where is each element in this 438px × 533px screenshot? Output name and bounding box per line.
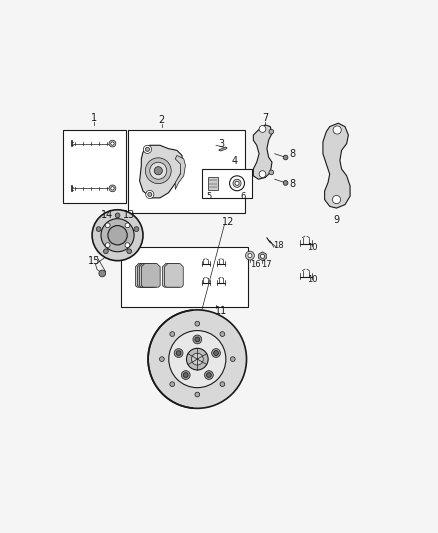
Circle shape: [205, 370, 213, 379]
Text: 6: 6: [240, 192, 246, 201]
Polygon shape: [141, 263, 160, 287]
Circle shape: [332, 196, 341, 204]
Circle shape: [220, 382, 225, 386]
Circle shape: [214, 351, 219, 356]
Circle shape: [170, 382, 175, 386]
Text: 5: 5: [207, 192, 212, 201]
Circle shape: [259, 126, 266, 132]
Text: 10: 10: [307, 275, 318, 284]
Circle shape: [269, 170, 274, 175]
Circle shape: [283, 155, 288, 160]
Circle shape: [333, 126, 341, 134]
Circle shape: [115, 213, 120, 218]
Circle shape: [159, 357, 164, 361]
Circle shape: [174, 349, 183, 358]
Bar: [63, 130, 126, 203]
Circle shape: [148, 192, 152, 197]
Polygon shape: [253, 125, 272, 179]
Polygon shape: [135, 263, 154, 287]
Circle shape: [233, 179, 241, 188]
Circle shape: [184, 373, 188, 377]
Circle shape: [108, 225, 127, 245]
Text: 9: 9: [333, 215, 339, 225]
Text: 12: 12: [222, 216, 234, 227]
Circle shape: [145, 158, 171, 184]
Circle shape: [105, 223, 110, 228]
Circle shape: [105, 243, 110, 247]
Circle shape: [134, 227, 139, 231]
Circle shape: [111, 187, 114, 190]
Polygon shape: [323, 123, 350, 208]
Circle shape: [206, 373, 211, 377]
Circle shape: [246, 251, 254, 260]
Circle shape: [109, 140, 116, 147]
Circle shape: [230, 357, 235, 361]
Polygon shape: [139, 263, 158, 287]
Polygon shape: [165, 263, 183, 287]
Text: 4: 4: [232, 156, 238, 166]
Text: 14: 14: [101, 210, 113, 220]
Circle shape: [259, 171, 266, 177]
Circle shape: [148, 310, 247, 408]
Circle shape: [127, 249, 131, 254]
Circle shape: [235, 181, 239, 185]
Circle shape: [99, 270, 106, 277]
Circle shape: [154, 167, 162, 175]
Circle shape: [220, 332, 225, 336]
Text: 13: 13: [124, 210, 135, 220]
Polygon shape: [138, 263, 156, 287]
Text: 18: 18: [273, 241, 284, 250]
Circle shape: [195, 392, 200, 397]
Bar: [202, 169, 251, 198]
Circle shape: [283, 181, 288, 185]
Circle shape: [212, 349, 220, 358]
Circle shape: [195, 337, 200, 342]
Circle shape: [169, 330, 226, 387]
Circle shape: [176, 351, 181, 356]
Text: 8: 8: [290, 179, 295, 189]
Circle shape: [125, 243, 130, 247]
Circle shape: [195, 321, 200, 326]
Circle shape: [146, 190, 154, 199]
Circle shape: [150, 162, 167, 179]
Circle shape: [248, 254, 252, 257]
Circle shape: [96, 227, 101, 231]
Circle shape: [109, 185, 116, 192]
Text: 15: 15: [88, 256, 100, 265]
Circle shape: [269, 130, 274, 134]
Circle shape: [181, 370, 190, 379]
Circle shape: [101, 219, 134, 252]
Text: 17: 17: [261, 260, 272, 269]
Circle shape: [191, 353, 203, 365]
Text: 10: 10: [307, 243, 318, 252]
Circle shape: [193, 335, 202, 344]
Circle shape: [103, 249, 108, 254]
Circle shape: [92, 210, 143, 261]
Bar: [128, 130, 245, 213]
Polygon shape: [162, 263, 181, 287]
Polygon shape: [175, 156, 185, 189]
Circle shape: [187, 348, 208, 370]
Polygon shape: [219, 147, 227, 151]
Bar: [208, 177, 218, 190]
Text: 11: 11: [215, 305, 227, 316]
Circle shape: [261, 254, 265, 259]
Circle shape: [111, 142, 114, 146]
Circle shape: [170, 332, 175, 336]
Polygon shape: [140, 146, 182, 198]
Text: 1: 1: [91, 113, 97, 123]
Text: 3: 3: [218, 139, 224, 149]
Text: 2: 2: [159, 115, 165, 125]
Circle shape: [145, 147, 149, 151]
Text: 7: 7: [262, 113, 268, 123]
Text: 16: 16: [250, 260, 260, 269]
Circle shape: [125, 223, 130, 228]
Text: 8: 8: [290, 149, 295, 159]
Circle shape: [143, 146, 152, 154]
Polygon shape: [259, 252, 266, 261]
Bar: [121, 247, 248, 306]
Circle shape: [230, 176, 244, 191]
